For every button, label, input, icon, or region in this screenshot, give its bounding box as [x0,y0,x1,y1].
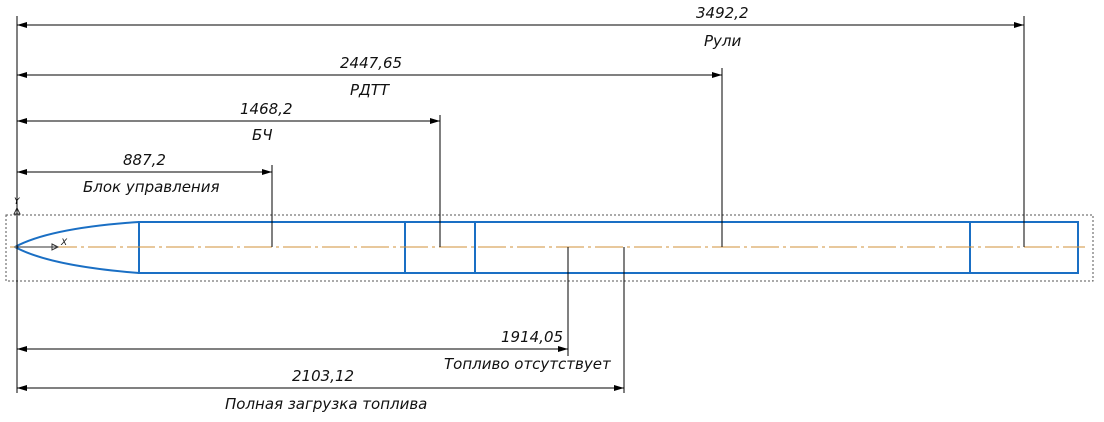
dimension-warhead: 1468,2 БЧ [17,100,441,247]
dimension-control-unit-value: 887,2 [123,151,166,169]
dimension-full-fuel-value: 2103,12 [292,367,354,385]
dimension-rudders-value: 3492,2 [696,4,749,22]
x-axis-label: X [60,238,68,248]
selection-frame [5,214,1094,282]
dimension-rudders-label: Рули [704,32,742,50]
dimension-rdtt-value: 2447,65 [340,54,402,72]
dimension-full-fuel: 2103,12 Полная загрузка топлива [17,247,625,413]
dimension-rudders: 3492,2 Рули [17,4,1025,247]
dimension-no-fuel-value: 1914,05 [501,328,563,346]
dimension-control-unit-label: Блок управления [83,178,220,196]
dimension-rdtt-label: РДТТ [350,81,391,99]
dimension-warhead-value: 1468,2 [240,100,293,118]
dimension-rdtt: 2447,65 РДТТ [17,54,723,247]
dimension-full-fuel-label: Полная загрузка топлива [225,395,427,413]
dimension-no-fuel-label: Топливо отсутствует [444,355,612,373]
dimension-warhead-label: БЧ [252,126,273,144]
dimension-control-unit: 887,2 Блок управления [17,151,273,247]
dimension-no-fuel: 1914,05 Топливо отсутствует [17,247,612,373]
